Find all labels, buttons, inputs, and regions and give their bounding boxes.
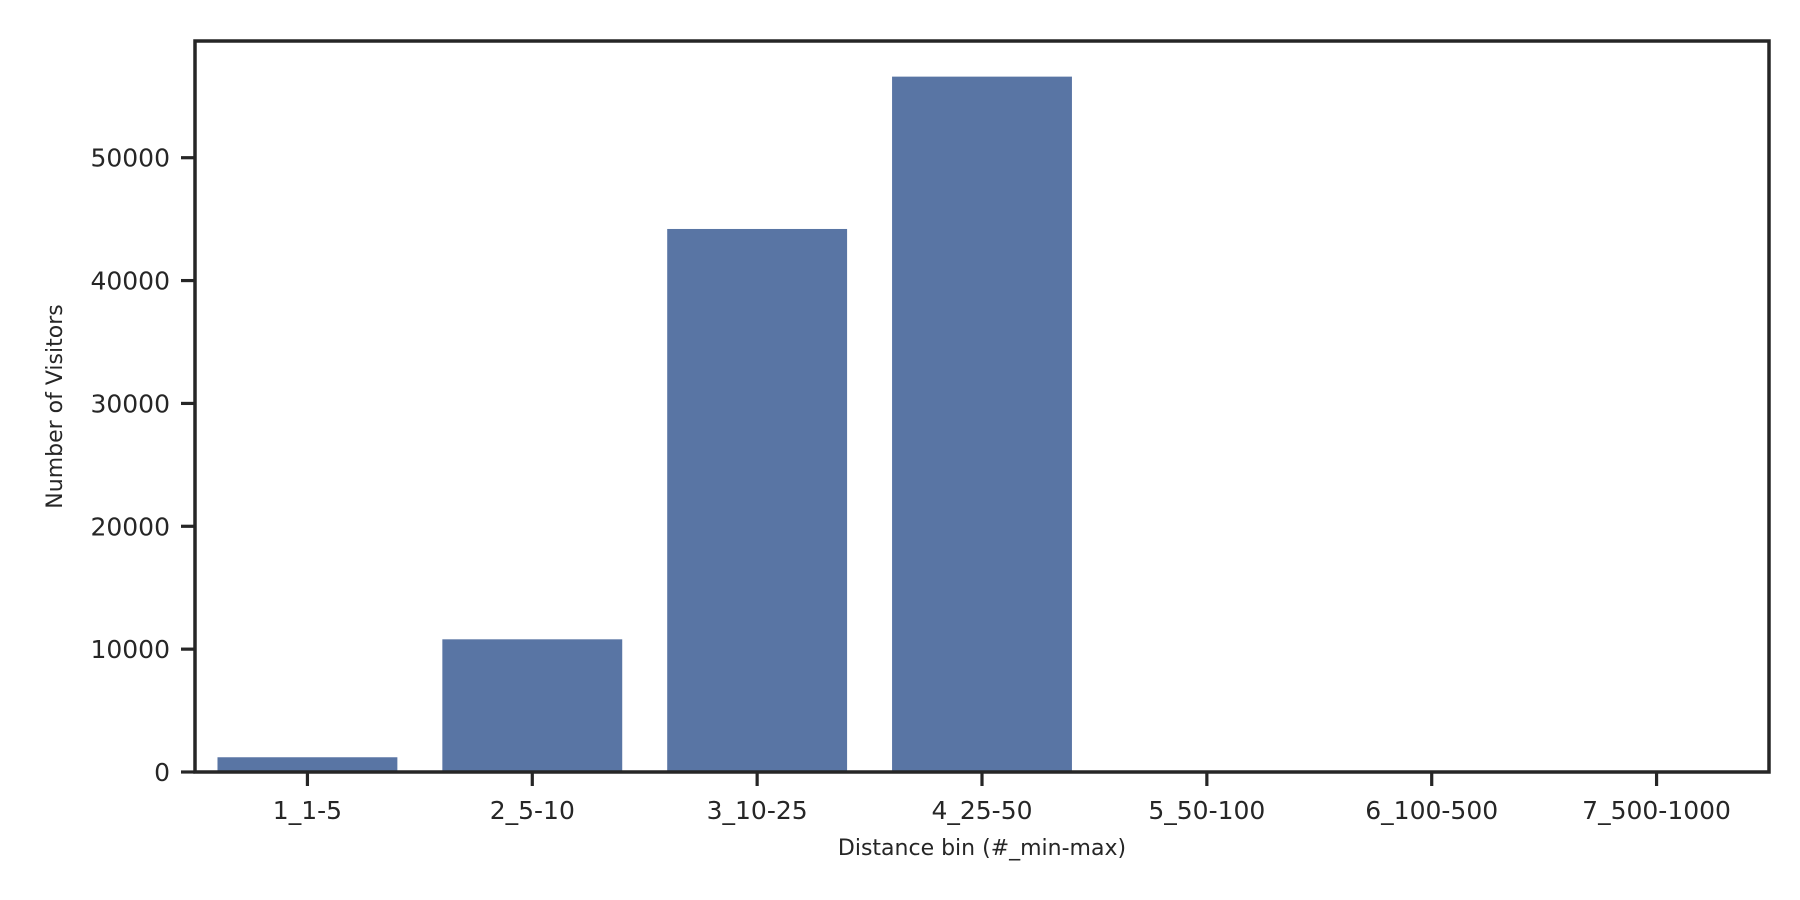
y-tick-label: 20000 (90, 512, 170, 541)
y-tick-label: 0 (154, 758, 170, 787)
y-axis-label: Number of Visitors (43, 304, 68, 508)
x-tick-label: 7_500-1000 (1582, 796, 1731, 825)
x-axis-label: Distance bin (#_min-max) (838, 836, 1126, 861)
y-tick-label: 30000 (90, 389, 170, 418)
x-tick-label: 1_1-5 (273, 796, 342, 825)
bar-4_25-50 (892, 76, 1072, 773)
plot-frame (193, 39, 1771, 774)
x-tick-label: 6_100-500 (1365, 796, 1498, 825)
x-tick-label: 5_50-100 (1148, 796, 1265, 825)
y-tick-label: 50000 (90, 144, 170, 173)
y-tick-label: 40000 (90, 267, 170, 296)
bar-3_10-25 (667, 228, 848, 772)
x-tick-label: 2_5-10 (490, 796, 575, 825)
x-tick-label: 4_25-50 (931, 796, 1032, 825)
bar-1_1-5 (217, 757, 398, 772)
y-tick-label: 10000 (90, 635, 170, 664)
ticks-layer: 1_1-5 2_5-10 3_10-25 4_25-50 5_50-100 6_100-5… (90, 144, 1730, 825)
bars-layer (217, 76, 1072, 773)
x-tick-label: 3_10-25 (707, 796, 808, 825)
bar-2_5-10 (442, 639, 623, 772)
